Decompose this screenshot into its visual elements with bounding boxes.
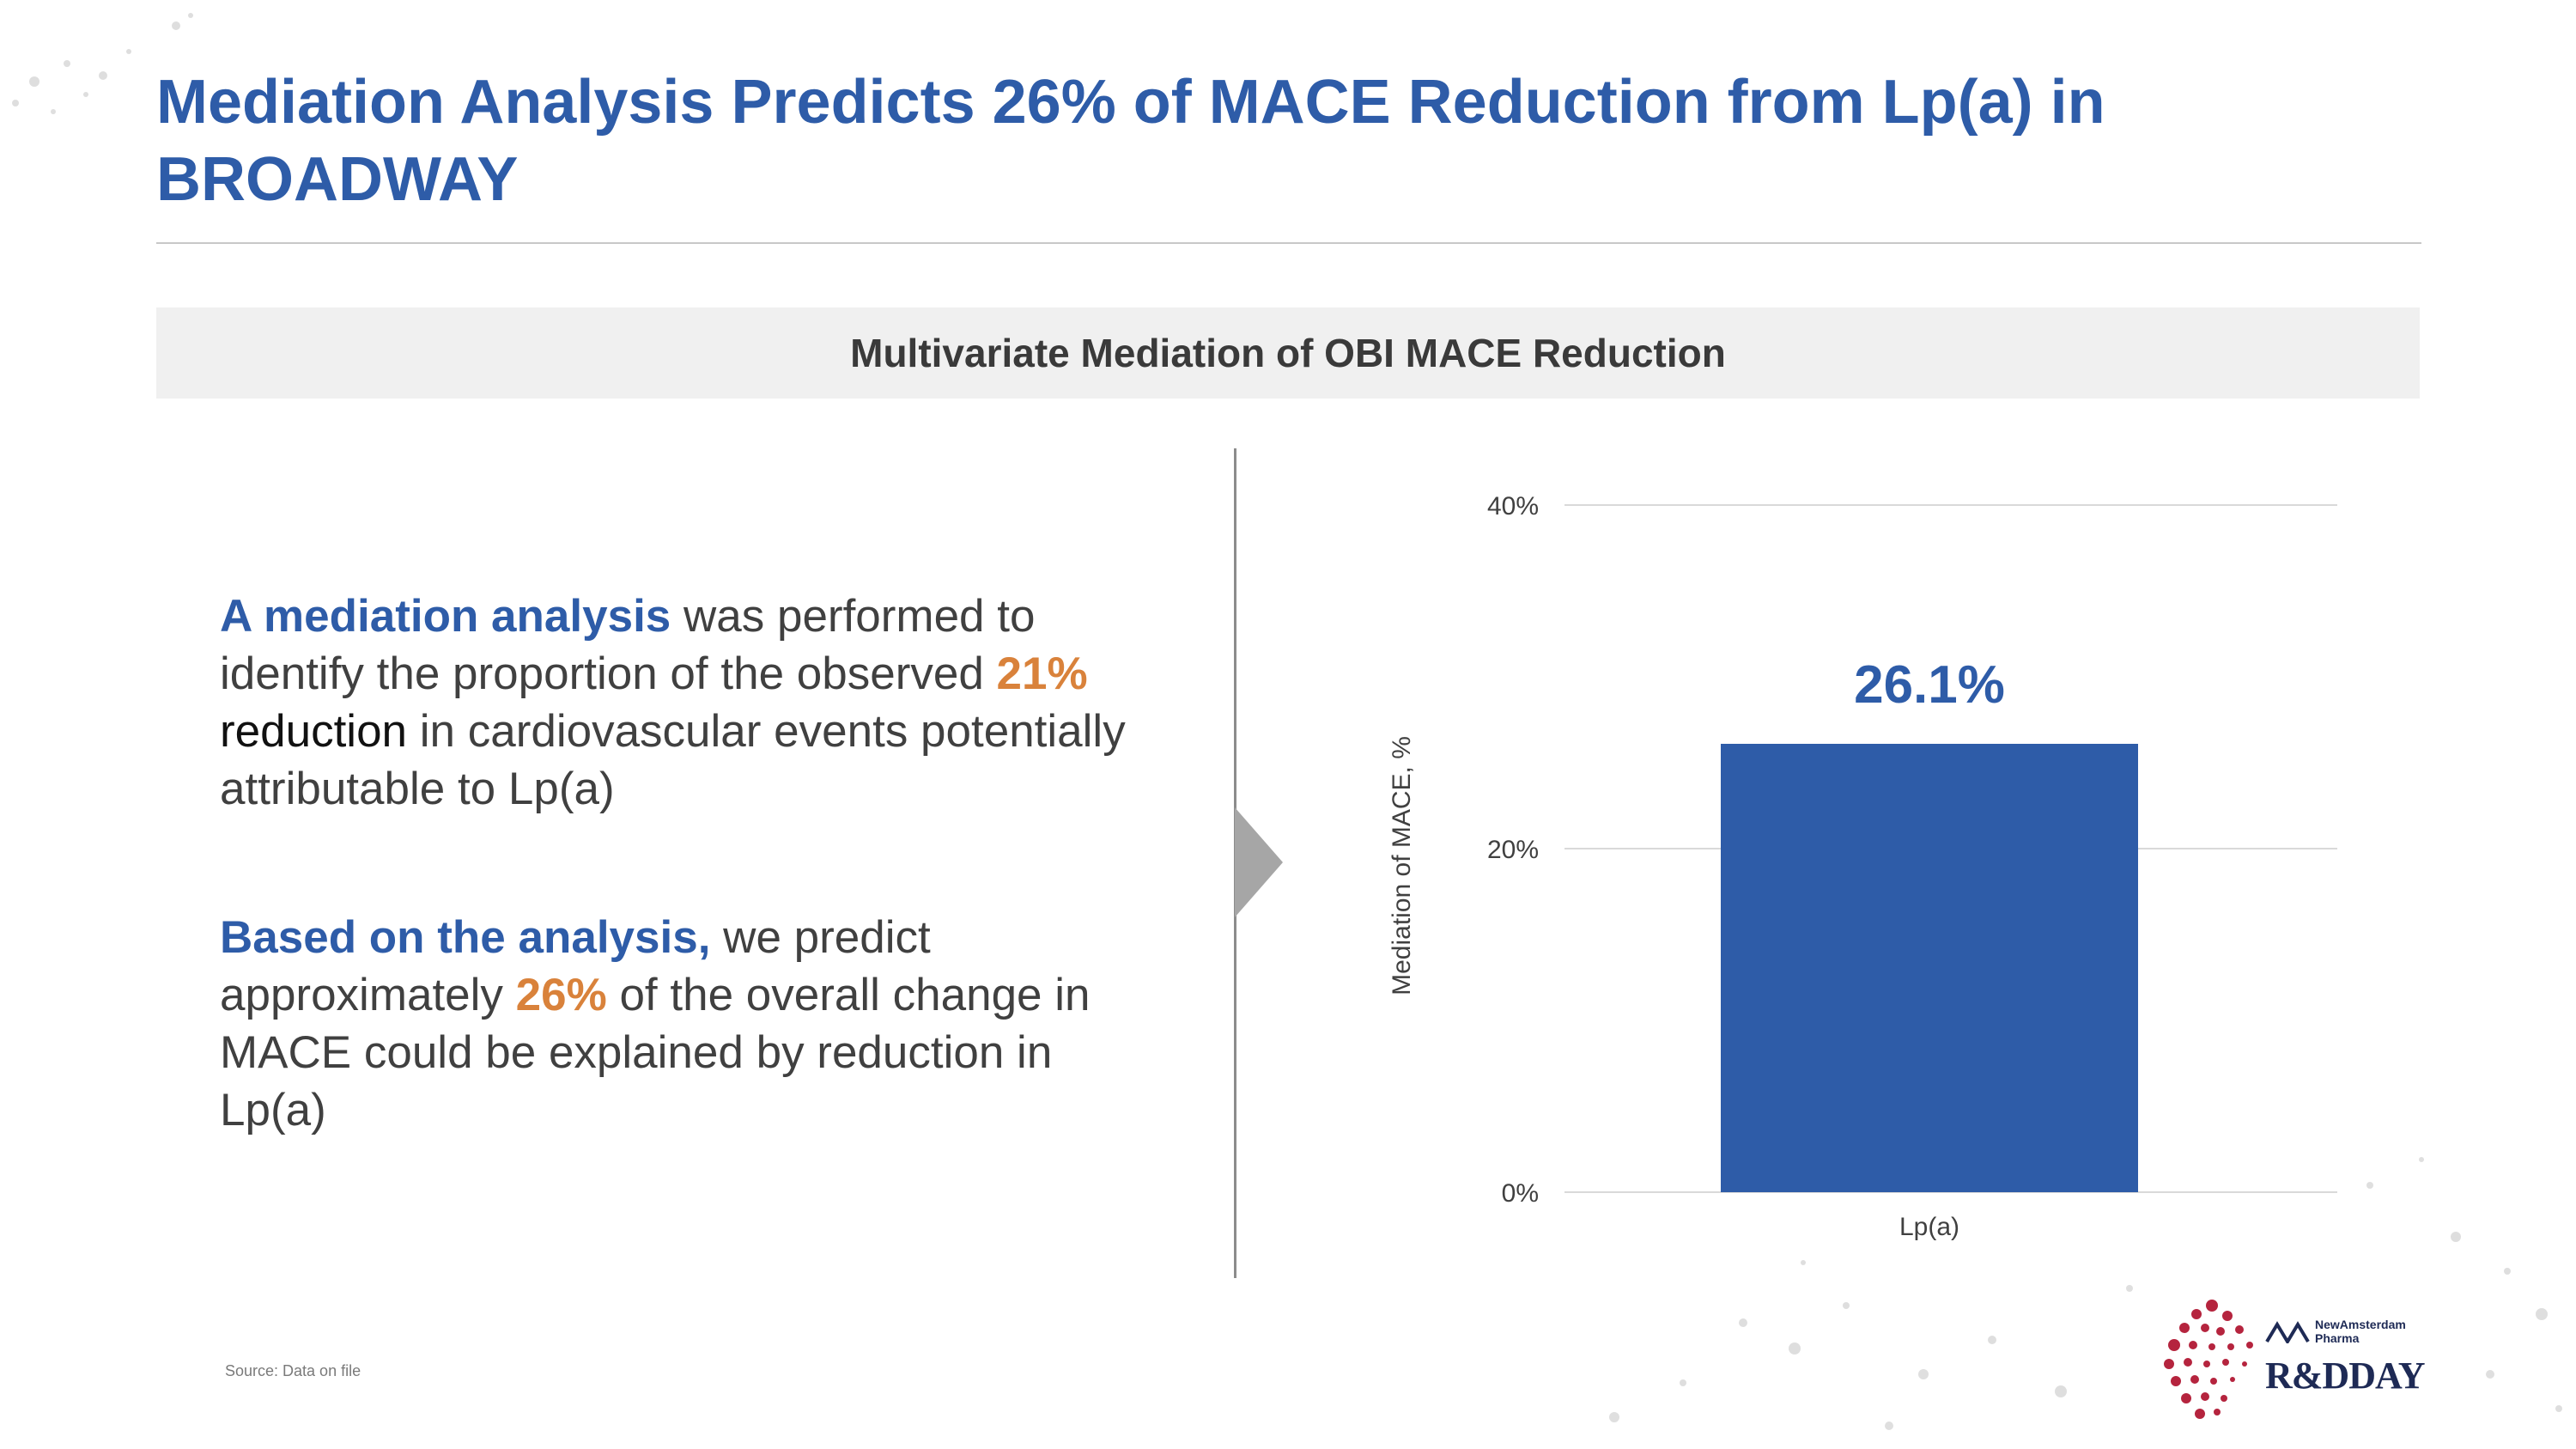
para1-text1: was performed to identify the proportion… [220,591,1036,699]
para2-lead: Based on the analysis, [220,912,711,963]
source-note: Source: Data on file [225,1362,361,1379]
rd-day-logo: NewAmsterdam Pharma R&DDAY [2160,1294,2427,1422]
paragraph-mediation: A mediation analysis was performed to id… [220,588,1164,818]
newamsterdam-mark-icon [2265,1321,2310,1343]
banner-title: Multivariate Mediation of OBI MACE Reduc… [850,331,1726,375]
slide-title: Mediation Analysis Predicts 26% of MACE … [156,68,2105,214]
para1-text2: in cardiovascular events potentially att… [220,706,1126,814]
x-tick-label: Lp(a) [1899,1213,1959,1241]
para2-percent: 26% [515,970,607,1020]
logo-brand-name: NewAmsterdam Pharma [2315,1318,2406,1345]
title-divider [156,242,2421,244]
logo-brand-line1: NewAmsterdam [2315,1318,2406,1331]
para2-text2: of the overall change in MACE could be e… [220,970,1091,1135]
logo-dots-icon [2164,1300,2253,1419]
section-banner: Multivariate Mediation of OBI MACE Reduc… [156,307,2420,399]
y-tick-label: 0% [1502,1179,1539,1208]
logo-brand-line2: Pharma [2315,1331,2360,1345]
bar-lp-a- [1721,744,2138,1192]
paragraph-prediction: Based on the analysis, we predict approx… [220,909,1164,1139]
y-tick-label: 40% [1487,492,1539,521]
arrow-right-icon [1235,807,1283,917]
para1-percent: 21% [996,648,1088,699]
y-tick-label: 20% [1487,836,1539,864]
logo-event-name: R&DDAY [2265,1355,2425,1397]
bar-data-label: 26.1% [1854,655,2005,715]
para1-word: reduction [220,706,408,757]
bar-chart: 0% 20% 40% Mediation of MACE, % 26.1% Lp(a) [1388,492,2337,1241]
para1-lead: A mediation analysis [220,591,671,642]
para2-text1: we predict approximately [220,912,931,1020]
y-axis-label: Mediation of MACE, % [1388,736,1416,995]
